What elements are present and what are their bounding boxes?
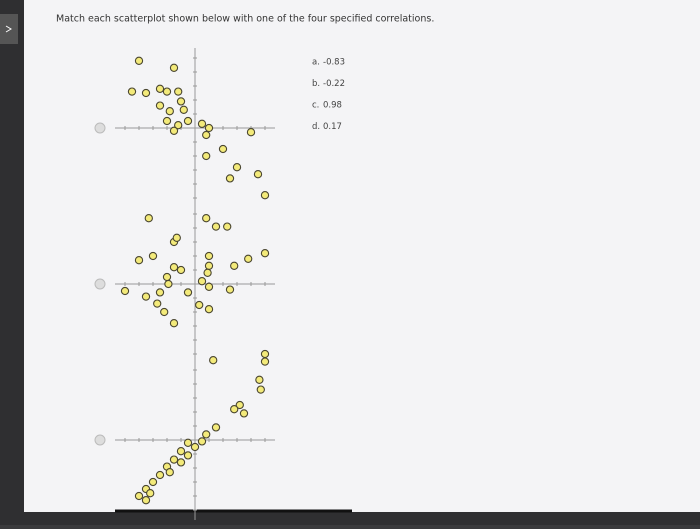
option-value: 0.17 xyxy=(323,122,342,132)
scatter-point xyxy=(232,163,242,172)
scatter-point xyxy=(260,357,270,366)
radio-button[interactable] xyxy=(94,122,106,134)
scatter-point xyxy=(204,282,214,291)
side-tab[interactable] xyxy=(0,14,18,44)
scatter-point xyxy=(197,119,207,128)
scatter-point xyxy=(176,97,186,106)
scatter-point xyxy=(204,123,214,133)
scatter-point xyxy=(134,491,144,501)
scatter-point xyxy=(174,121,183,130)
scatter-point xyxy=(172,233,181,242)
scatter-point xyxy=(235,400,244,410)
question-text: Match each scatterplot shown below with … xyxy=(56,14,434,25)
scatter-point xyxy=(255,375,264,384)
plots xyxy=(94,48,275,520)
scatter-point xyxy=(223,222,232,231)
scatter-point xyxy=(162,116,172,126)
scatter-point xyxy=(155,288,165,297)
scatter-point xyxy=(260,191,270,200)
scatter-point xyxy=(218,144,228,154)
scatter-point xyxy=(225,285,235,294)
scatter-point xyxy=(202,430,211,439)
scatter-point xyxy=(169,126,179,135)
scatter-point xyxy=(176,447,186,456)
scatter-point xyxy=(174,87,183,96)
scatter-point xyxy=(230,405,239,414)
scatter-point xyxy=(160,307,169,317)
scatter-point xyxy=(197,277,207,286)
radio-button[interactable] xyxy=(94,278,106,290)
option-letter: d. xyxy=(312,122,320,132)
scatter-point xyxy=(211,222,221,231)
scatter-point xyxy=(134,256,144,265)
scatter-point xyxy=(203,268,212,277)
scatter-point xyxy=(202,214,211,223)
scatter-point xyxy=(169,455,179,464)
scatter-point xyxy=(204,251,214,261)
options: a. -0.83 b. -0.22 c. 0.98 d. 0.17 xyxy=(312,58,345,133)
scatter-point xyxy=(260,249,270,258)
scatter-point xyxy=(256,385,265,394)
option-value: 0.98 xyxy=(323,101,342,111)
scatter-point xyxy=(176,458,186,467)
scatter-point xyxy=(127,87,137,96)
option-letter: b. xyxy=(312,79,320,89)
scatter-point xyxy=(162,87,172,96)
scatter-point xyxy=(176,265,186,275)
scatter-point xyxy=(148,477,158,487)
scatter-point xyxy=(120,286,130,296)
scatter-point xyxy=(146,489,155,498)
scatter-point xyxy=(225,174,235,183)
scatter-point xyxy=(155,470,165,480)
radio-button[interactable] xyxy=(94,434,106,446)
scatter-point xyxy=(190,442,200,452)
scatter-point xyxy=(155,101,165,110)
scatter-point xyxy=(260,349,270,359)
scatter-point xyxy=(162,272,172,282)
scatter-point xyxy=(179,105,188,114)
content-area xyxy=(24,0,700,512)
scatter-point xyxy=(197,437,207,446)
scatter-point xyxy=(141,496,151,505)
option-letter: a. xyxy=(312,58,320,68)
scatter-point xyxy=(165,107,174,116)
scatter-point xyxy=(244,254,253,263)
scatter-point xyxy=(134,56,144,65)
scatter-point xyxy=(169,319,179,328)
scatter-point xyxy=(183,438,193,447)
scatter-point xyxy=(239,409,249,418)
scatter-point xyxy=(141,88,151,98)
scatter-point xyxy=(165,468,174,477)
option-value: -0.22 xyxy=(323,79,345,89)
scatter-point xyxy=(169,263,179,272)
scatter-point xyxy=(253,170,263,179)
scatter-point xyxy=(164,279,173,289)
scatter-point xyxy=(230,261,239,270)
scatter-point xyxy=(155,84,165,93)
scatter-point xyxy=(202,130,211,140)
scatter-point xyxy=(204,261,214,270)
scatter-point xyxy=(183,288,193,297)
scatter-point xyxy=(141,292,151,301)
scatter-point xyxy=(183,451,193,460)
scatter-point xyxy=(204,305,214,314)
scatter-point xyxy=(144,214,153,223)
scatter-point xyxy=(183,116,193,126)
scatter-point xyxy=(209,356,218,365)
scatter-point xyxy=(246,128,256,137)
scatter-point xyxy=(195,300,204,310)
option-letter: c. xyxy=(312,101,319,111)
scatter-point xyxy=(211,423,221,432)
scatter-point xyxy=(148,251,158,261)
arrow-icon xyxy=(5,25,12,33)
option-value: -0.83 xyxy=(323,58,345,68)
scatter-point xyxy=(169,63,179,72)
scatter-point xyxy=(153,299,162,308)
scatter-point xyxy=(202,151,211,161)
